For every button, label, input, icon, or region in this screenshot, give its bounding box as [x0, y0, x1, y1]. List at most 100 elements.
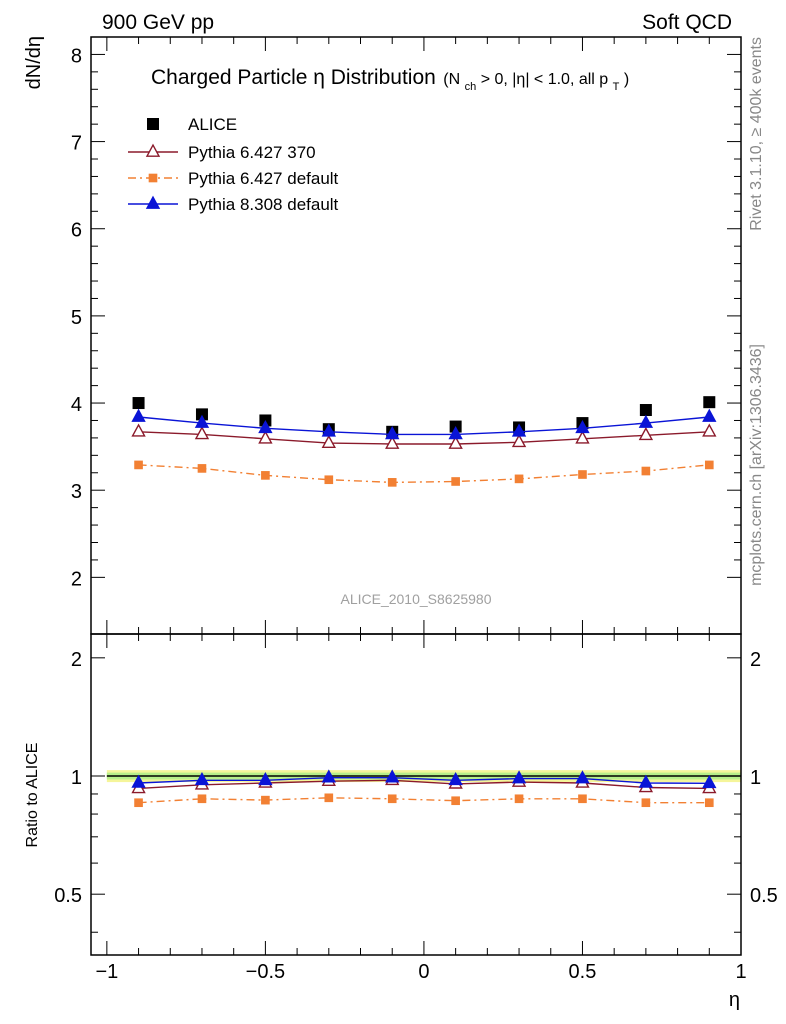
ratio-pythia-6-427-default-point [134, 798, 143, 808]
ratio-pythia-6-427-default-point [261, 795, 270, 805]
rivet-label: Rivet 3.1.10, ≥ 400k events [748, 37, 765, 231]
legend-pythia-8-308-default-marker [145, 195, 161, 209]
main-pythia-6-427-default-point [324, 475, 334, 485]
x-tick-labels: −1 −0.5 0 0.5 1 [95, 961, 746, 983]
ratio-pythia-6-427-default-point [451, 796, 460, 806]
ratio-pythia-6-427-default-point [197, 794, 207, 804]
main-pythia-6-427-370-point [131, 423, 146, 437]
ratio-axis-ticks [91, 634, 742, 955]
ratio-y-tick-label-right: 1 [750, 767, 761, 789]
main-pythia-6-427-default-point [387, 478, 397, 487]
legend-pythia-6-427-370-marker [145, 143, 161, 157]
title-cut-open: (N [443, 71, 460, 88]
main-pythia-6-427-370-point [511, 433, 527, 448]
main-y-tick-label: 7 [71, 133, 82, 155]
main-y-tick-labels: 2 3 4 5 6 7 8 [71, 45, 82, 590]
legend-pythia-6-427-default-marker [148, 173, 158, 183]
main-pythia-8-308-default-point [511, 423, 527, 437]
title-cut-sub-t: T [613, 81, 620, 93]
main-pythia-8-308-default-point [321, 423, 336, 437]
ratio-pythia-6-427-default-point [641, 798, 651, 808]
energy-label: 900 GeV pp [102, 11, 214, 34]
x-tick-label: −1 [95, 961, 118, 983]
main-pythia-6-427-default-point [134, 460, 143, 470]
main-pythia-8-308-default-point [638, 414, 654, 428]
category-label: Soft QCD [642, 11, 732, 34]
ratio-y-tick-label-left: 0.5 [54, 885, 82, 907]
ratio-y-tick-label-right: 2 [750, 649, 761, 671]
ratio-pythia-8-308-default-line [138, 777, 710, 784]
ratio-y-tick-label-right: 0.5 [750, 885, 778, 907]
main-pythia-6-427-370-point [575, 430, 590, 444]
ratio-pythia-8-308-default-point [702, 774, 717, 789]
svg-text:Charged Particle η Distributio: Charged Particle η Distribution (N ch > … [151, 66, 629, 94]
main-y-tick-label: 3 [71, 481, 82, 503]
main-pythia-6-427-370-point [448, 435, 463, 449]
title-cut-sub-ch: ch [465, 81, 477, 93]
main-pythia-6-427-370-point [321, 434, 336, 448]
ratio-pythia-6-427-default-point [578, 794, 587, 804]
legend-alice-marker [147, 118, 159, 130]
main-pythia-6-427-370-point [258, 430, 273, 444]
main-alice-point [703, 396, 716, 409]
x-tick-label: −0.5 [246, 961, 285, 983]
ratio-pythia-6-427-default-point [324, 793, 334, 803]
main-pythia-6-427-default-point [641, 466, 651, 476]
main-alice-point [132, 397, 145, 410]
ratio-pythia-6-427-default-point [514, 794, 524, 804]
main-alice-point [195, 408, 208, 421]
ratio-pythia-6-427-default-point [387, 794, 397, 804]
main-y-tick-label: 8 [71, 45, 82, 67]
main-pythia-6-427-370-point [194, 426, 210, 440]
x-tick-label: 0 [418, 961, 429, 983]
ratio-pythia-8-308-default-point [448, 771, 463, 786]
main-pythia-8-308-default-point [258, 419, 273, 434]
main-y-tick-label: 6 [71, 220, 82, 242]
main-pythia-8-308-default-point [131, 408, 146, 422]
ratio-pythia-8-308-default-point [131, 774, 146, 788]
main-title: Charged Particle η Distribution (N ch > … [151, 66, 629, 94]
legend-pythia-8-308-default-label: Pythia 8.308 default [188, 195, 339, 214]
main-panel: 2 3 4 5 6 7 8 dN/dη Charged Particle η Distrib… [23, 36, 742, 635]
legend-pythia-6-427-default-label: Pythia 6.427 default [188, 169, 339, 188]
ratio-reference-band [106, 770, 742, 783]
title-main: Charged Particle η Distribution [151, 66, 436, 89]
main-pythia-6-427-370-line [138, 431, 710, 445]
mcplots-label: mcplots.cern.ch [arXiv:1306.3436] [748, 344, 765, 586]
ratio-panel: 0.5 0.5 1 1 2 2 Ratio to ALICE −1 −0.5 0 0.5 1 η [24, 633, 778, 1011]
main-pythia-6-427-default-point [578, 470, 587, 479]
ratio-pythia-8-308-default-point [385, 769, 400, 783]
ratio-pythia-6-427-default-point [704, 798, 714, 808]
main-pythia-6-427-default-point [197, 464, 207, 473]
main-pythia-8-308-default-point [448, 426, 463, 440]
main-pythia-6-427-default-point [261, 471, 270, 480]
ratio-pythia-8-308-default-point [638, 774, 654, 788]
ratio-plot-frame [90, 633, 742, 956]
ratio-pythia-8-308-default-point [511, 770, 527, 784]
main-y-axis-label: dN/dη [23, 36, 45, 89]
legend-alice-label: ALICE [188, 115, 237, 134]
ratio-pythia-8-308-default-point [575, 770, 590, 784]
main-pythia-8-308-default-point [194, 414, 210, 428]
title-cut-close: ) [624, 71, 629, 88]
main-pythia-6-427-default-point [514, 474, 524, 484]
ratio-pythia-6-427-370-line [138, 779, 710, 790]
main-pythia-6-427-default-point [451, 477, 460, 486]
ratio-pythia-8-308-default-point [321, 769, 336, 783]
ratio-pythia-6-427-default-line [138, 797, 710, 804]
main-pythia-6-427-370-point [638, 426, 654, 441]
main-y-tick-label: 2 [71, 568, 82, 590]
ratio-y-tick-label-left: 1 [71, 767, 82, 789]
main-pythia-6-427-370-point [702, 423, 717, 437]
main-pythia-6-427-default-point [704, 460, 714, 470]
x-tick-label: 1 [735, 961, 746, 983]
legend-pythia-6-427-370-label: Pythia 6.427 370 [188, 143, 316, 162]
main-y-tick-label: 4 [71, 394, 82, 416]
ratio-y-axis-label: Ratio to ALICE [24, 743, 41, 848]
ratio-series-layer [131, 769, 717, 808]
title-cut-middle: > 0, |η| < 1.0, all p [481, 71, 609, 88]
x-axis-label: η [729, 989, 740, 1011]
ratio-y-tick-labels: 0.5 0.5 1 1 2 2 [54, 649, 778, 907]
main-alice-point [639, 404, 652, 417]
